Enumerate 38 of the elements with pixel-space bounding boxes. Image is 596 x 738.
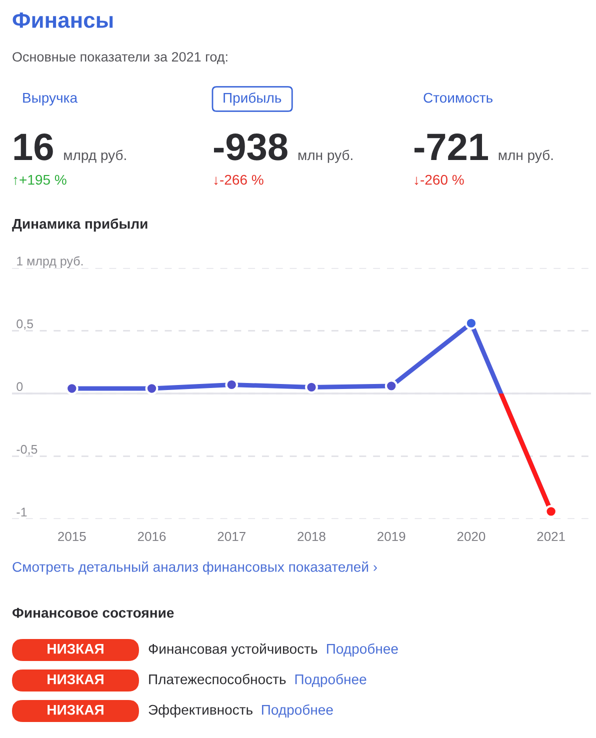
y-tick-label: 0 xyxy=(16,382,23,392)
text: НИЗКАЯ xyxy=(48,704,104,715)
text: Финансовое состояние xyxy=(12,608,174,618)
text: ↑+195 % xyxy=(14,174,66,186)
y-tick-label: -0,5 xyxy=(16,444,38,456)
category-label: Выручка xyxy=(23,92,78,106)
chart-title: Динамика прибыли xyxy=(12,218,148,232)
category-label: Прибыль xyxy=(224,92,282,106)
data-label: -721 xyxy=(414,133,488,160)
text: млн руб. xyxy=(498,150,553,163)
text: млн руб. xyxy=(298,150,352,163)
text: Смотреть детальный анализ финансовых показателей › xyxy=(12,561,377,575)
text: ↓-260 % xyxy=(414,174,464,186)
y-tick-label: 0,5 xyxy=(16,319,34,330)
data-label: 16 xyxy=(14,133,53,160)
category-label: Стоимость xyxy=(424,92,493,103)
category-label: Эффективность xyxy=(148,704,252,718)
y-tick-label: 1 млрд руб. xyxy=(17,256,83,268)
y-tick-label: -1 xyxy=(16,508,27,516)
x-tick-label: 2018 xyxy=(298,532,326,542)
x-tick-label: 2019 xyxy=(378,532,406,542)
text: Подробнее xyxy=(295,674,366,688)
data-label: -938 xyxy=(214,133,288,160)
text: НИЗКАЯ xyxy=(48,644,104,654)
x-tick-label: 2016 xyxy=(138,532,166,542)
category-label: Финансовая устойчивость xyxy=(148,643,318,657)
category-label: Платежеспособность xyxy=(149,674,286,684)
text: млрд руб. xyxy=(64,150,126,163)
text: Основные показатели за 2021 год: xyxy=(12,52,228,64)
text: Подробнее xyxy=(327,643,398,657)
x-tick-label: 2015 xyxy=(58,532,86,542)
x-tick-label: 2017 xyxy=(218,532,246,542)
text: НИЗКАЯ xyxy=(48,674,104,684)
x-tick-label: 2021 xyxy=(537,532,565,542)
x-tick-label: 2020 xyxy=(457,532,486,542)
text: Подробнее xyxy=(262,704,333,718)
text: ↓-266 % xyxy=(214,174,264,186)
text: Финансы xyxy=(12,12,113,28)
